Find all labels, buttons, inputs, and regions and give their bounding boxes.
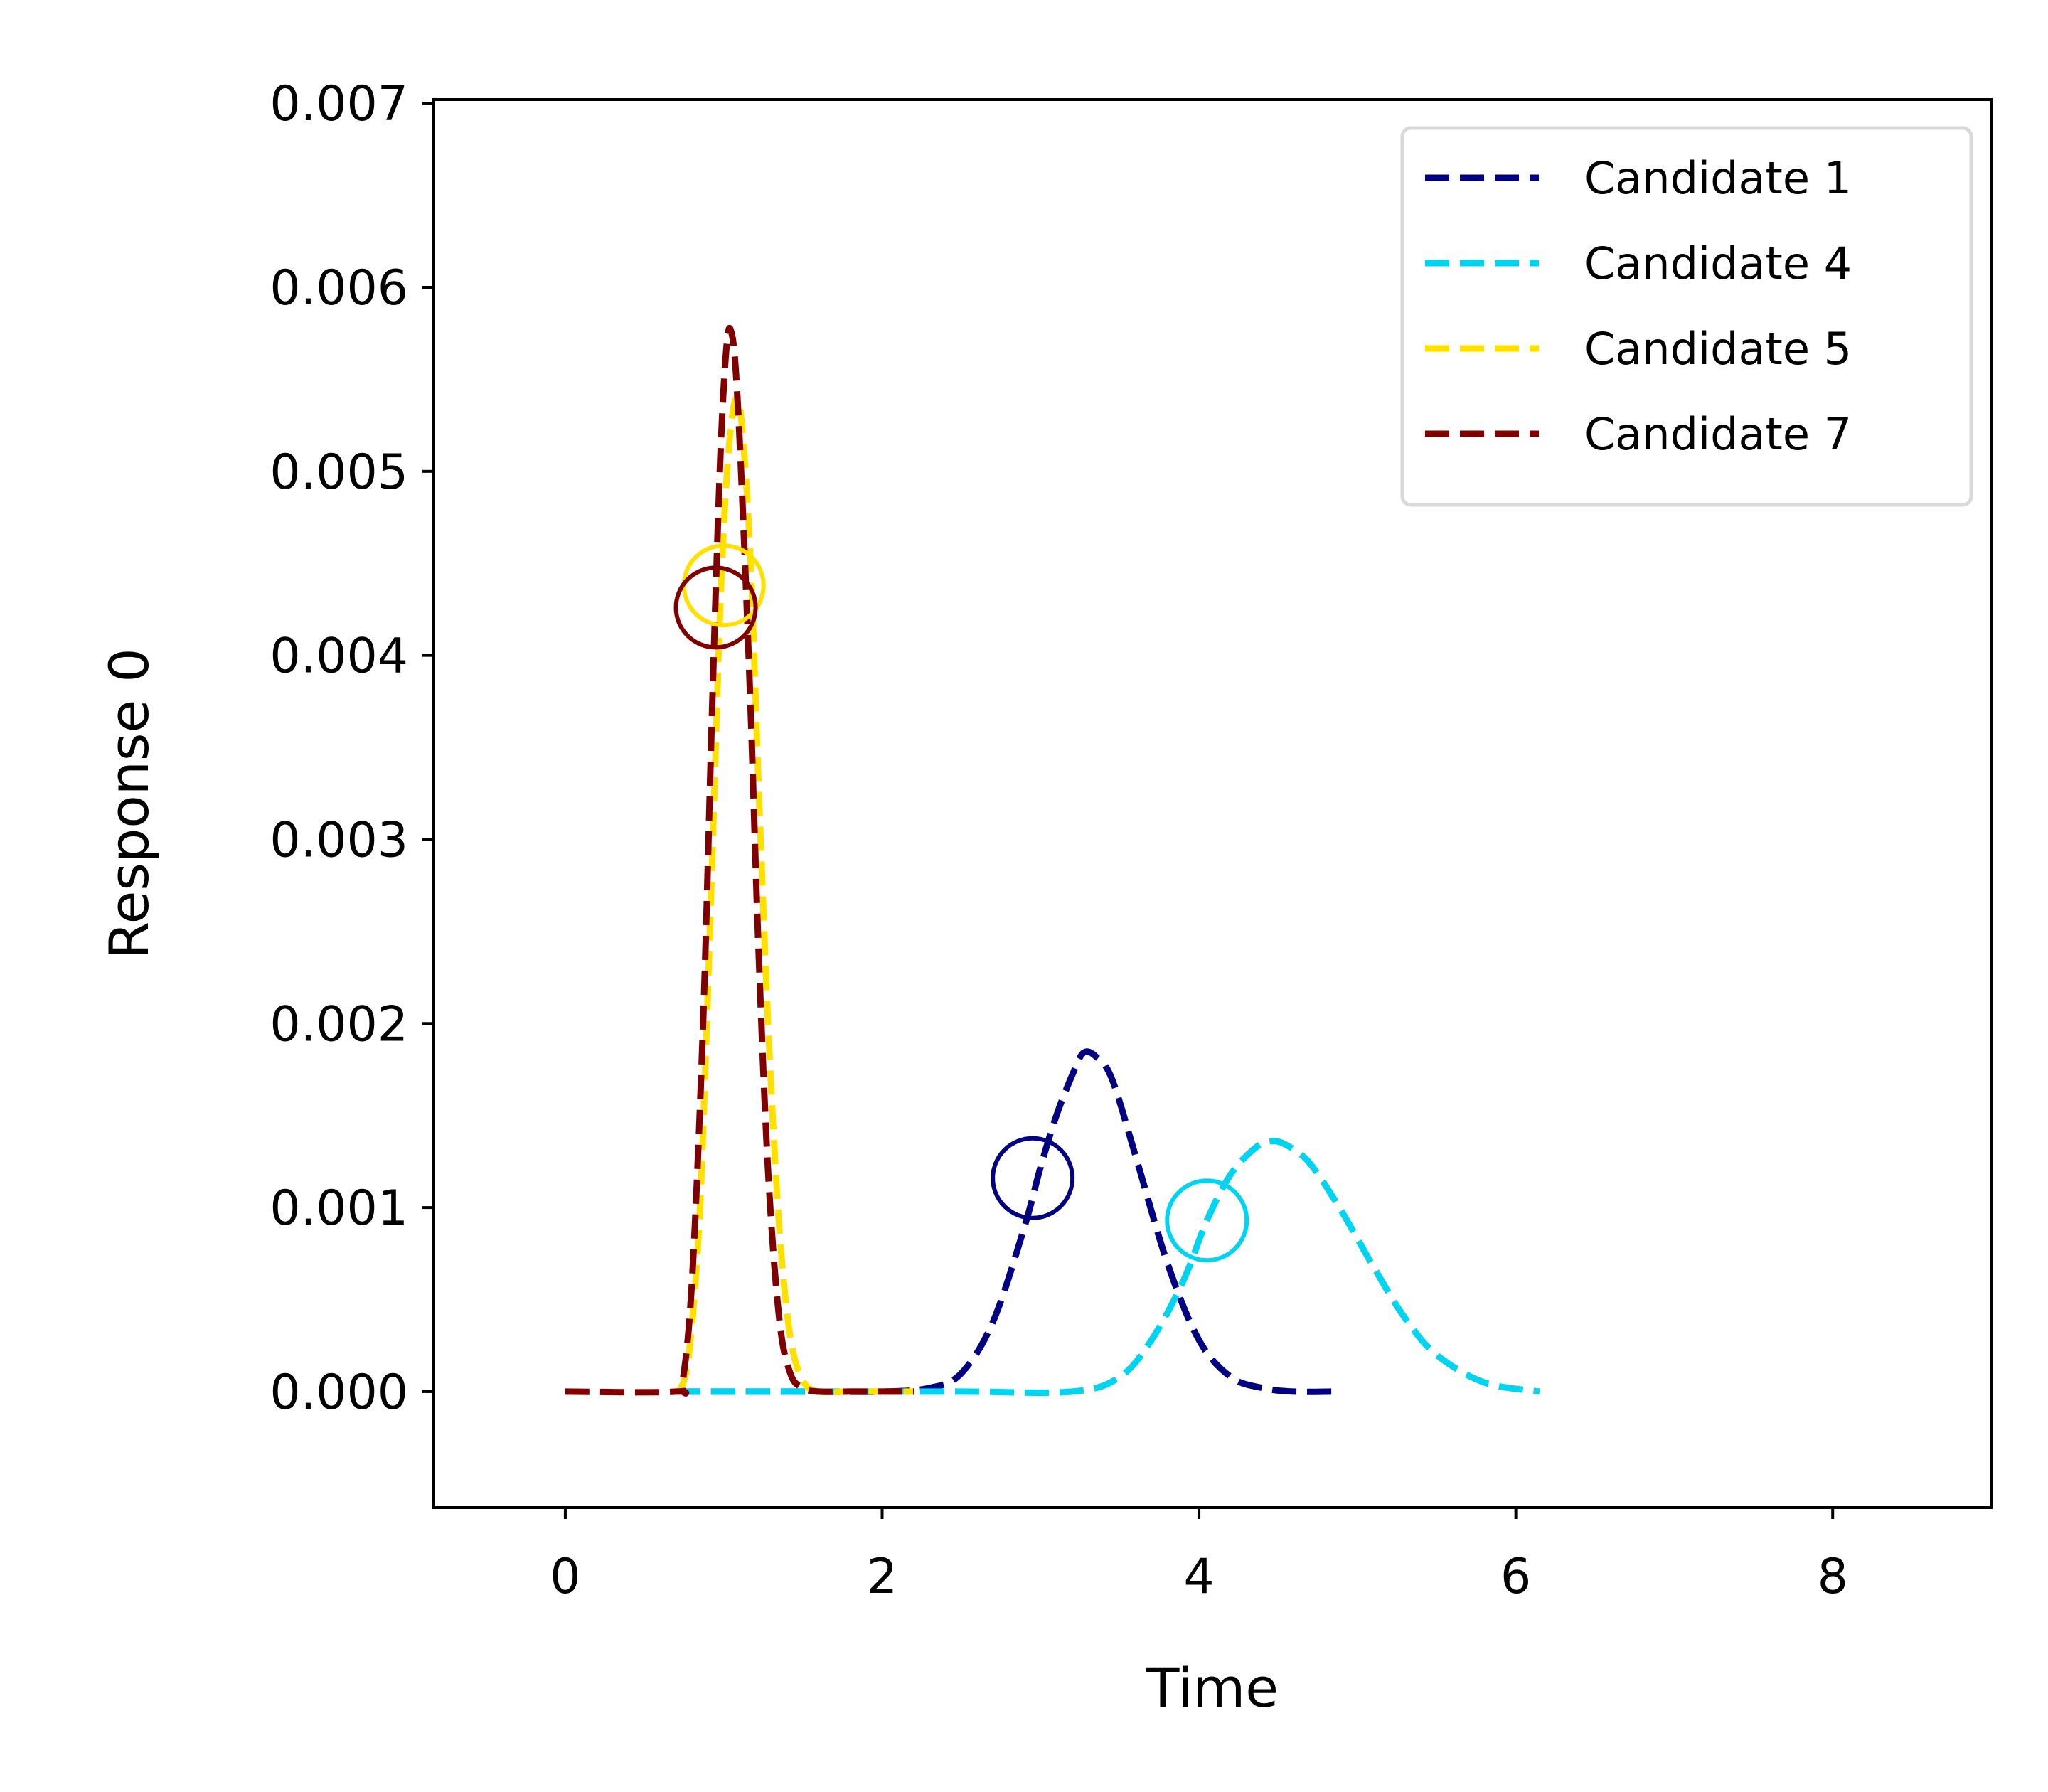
y-tick-label: 0.003 (270, 812, 408, 868)
series-line-candidate-7 (565, 324, 914, 1397)
series-line-candidate-1 (676, 1048, 1334, 1395)
y-tick-label: 0.001 (270, 1180, 408, 1237)
series-marker-circle (673, 565, 758, 650)
y-tick-label: 0.005 (270, 444, 408, 501)
y-tick-label: 0.006 (270, 260, 408, 316)
legend-box (1400, 126, 1973, 507)
series-marker-circle (1165, 1178, 1249, 1263)
x-axis-label: Time (1146, 1656, 1279, 1719)
x-tick-label: 2 (867, 1549, 897, 1605)
y-tick-label: 0.000 (270, 1365, 408, 1421)
y-axis-ticks: 0.000 0.001 0.002 0.003 0.004 0.005 0.006 0.007 (270, 76, 434, 1421)
y-axis-label: Response 0 (97, 648, 161, 959)
legend-label: Candidate 4 (1584, 238, 1852, 289)
legend: Candidate 1 Candidate 4 Candidate 5 Candida… (1400, 126, 1973, 507)
legend-label: Candidate 1 (1584, 152, 1852, 204)
plot-area-frame (432, 98, 1993, 1509)
y-tick-label: 0.004 (270, 629, 408, 685)
legend-label: Candidate 7 (1584, 408, 1852, 460)
x-tick-label: 8 (1818, 1549, 1848, 1605)
y-tick-label: 0.007 (270, 76, 408, 132)
series-lines (565, 324, 1540, 1397)
y-tick-label: 0.002 (270, 996, 408, 1052)
x-tick-label: 4 (1183, 1549, 1214, 1605)
legend-label: Candidate 5 (1584, 323, 1852, 375)
x-tick-label: 0 (550, 1549, 580, 1605)
series-line-candidate-4 (676, 1138, 1540, 1396)
series-marker-circle (991, 1136, 1075, 1220)
series-markers (673, 543, 1249, 1263)
series-line-candidate-5 (676, 394, 914, 1396)
x-tick-label: 6 (1500, 1549, 1531, 1605)
x-axis-ticks: 0 2 4 6 8 (550, 1508, 1848, 1605)
